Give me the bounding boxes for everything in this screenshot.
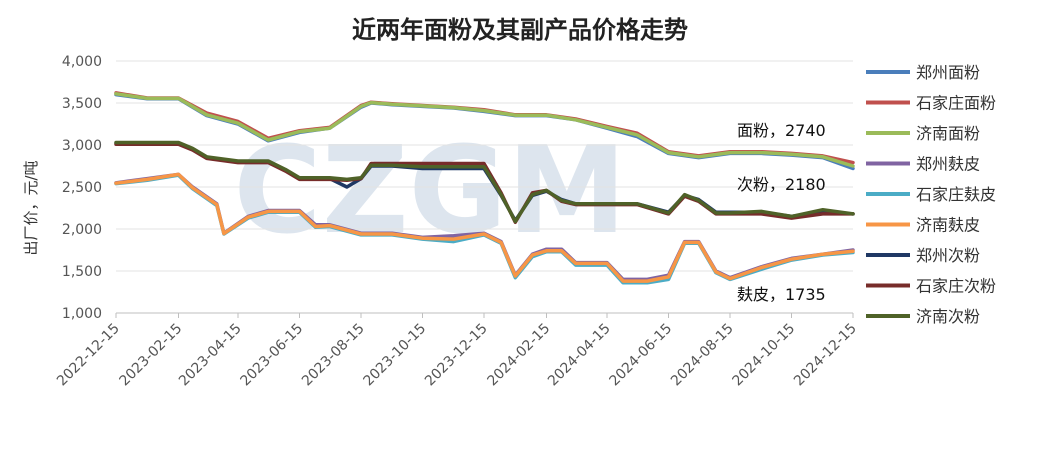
annotation-flour: 面粉，2740	[737, 121, 826, 140]
y-tick-label: 1,500	[62, 264, 102, 280]
legend-label-1: 郑州面粉	[916, 63, 980, 82]
annotation-bran: 麸皮，1735	[737, 285, 826, 304]
x-tick-label: 2023-12-15	[422, 321, 491, 390]
x-tick-label: 2023-10-15	[360, 321, 429, 390]
x-tick-label: 2024-08-15	[668, 321, 737, 390]
series-lines	[114, 91, 855, 285]
x-tick-label: 2023-02-15	[116, 321, 185, 390]
y-axis-ticks: 1,000 1,500 2,000 2,500 3,000 3,500 4,000	[62, 54, 102, 322]
y-tick-label: 3,500	[62, 96, 102, 112]
grid-lines	[115, 60, 854, 318]
series-line-3	[114, 92, 855, 168]
x-tick-label: 2024-12-15	[791, 321, 860, 390]
legend-label-2: 石家庄面粉	[916, 94, 996, 113]
chart-title: 近两年面粉及其副产品价格走势	[352, 15, 688, 44]
x-tick-label: 2024-10-15	[729, 321, 798, 390]
x-tick-label: 2022-12-15	[54, 321, 123, 390]
y-tick-label: 3,000	[62, 138, 102, 154]
x-tick-label: 2023-08-15	[299, 321, 368, 390]
legend-label-8: 石家庄次粉	[916, 277, 996, 296]
x-tick-label: 2024-02-15	[484, 321, 553, 390]
x-tick-label: 2024-06-15	[606, 321, 675, 390]
x-axis-ticks: 2022-12-152023-02-152023-04-152023-06-15…	[54, 321, 860, 390]
legend-label-3: 济南面粉	[916, 124, 980, 143]
legend-label-9: 济南次粉	[916, 307, 980, 326]
series-line-9	[114, 140, 855, 224]
y-axis-label: 出厂价，元/吨	[22, 160, 40, 255]
legend-label-7: 郑州次粉	[916, 246, 980, 265]
legend-label-4: 郑州麸皮	[916, 155, 980, 174]
legend-label-5: 石家庄麸皮	[916, 185, 996, 204]
y-tick-label: 1,000	[62, 306, 102, 322]
annotation-second-flour: 次粉，2180	[737, 175, 826, 194]
x-tick-label: 2024-04-15	[545, 321, 614, 390]
x-tick-label: 2023-04-15	[176, 321, 245, 390]
y-tick-label: 4,000	[62, 54, 102, 70]
y-tick-label: 2,000	[62, 222, 102, 238]
y-tick-label: 2,500	[62, 180, 102, 196]
series-line-6	[114, 172, 855, 283]
legend-label-6: 济南麸皮	[916, 216, 980, 235]
x-tick-label: 2023-06-15	[237, 321, 306, 390]
